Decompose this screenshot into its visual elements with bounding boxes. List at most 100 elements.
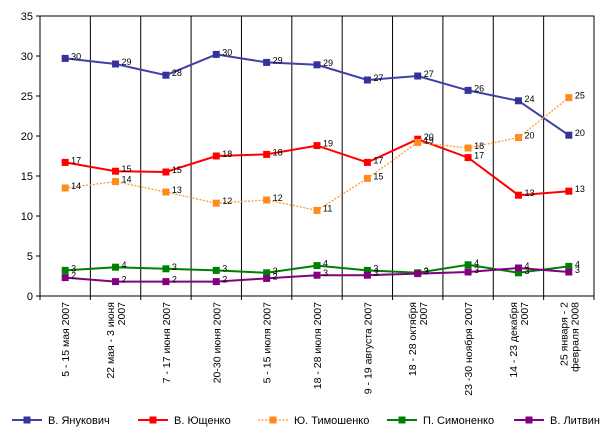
data-label: 30 — [222, 47, 232, 57]
data-label: 4 — [575, 259, 580, 269]
y-tick-label: 30 — [21, 51, 33, 63]
data-point — [212, 50, 220, 58]
data-label: 2 — [273, 271, 278, 281]
x-tick-label-line: 14 - 23 декабря — [508, 302, 520, 378]
x-tick-label: 9 - 19 августа 2007 — [362, 302, 374, 394]
data-point — [112, 278, 120, 286]
data-label: 3 — [424, 267, 429, 277]
data-label: 25 — [575, 91, 585, 101]
data-label: 4 — [474, 258, 479, 268]
data-label: 28 — [172, 68, 182, 78]
data-point — [263, 150, 271, 158]
data-label: 27 — [424, 69, 434, 79]
data-point — [61, 54, 69, 62]
data-label: 20 — [424, 132, 434, 142]
data-point — [112, 167, 120, 175]
data-point — [112, 263, 120, 271]
data-label: 13 — [524, 188, 534, 198]
data-point — [212, 278, 220, 286]
x-tick-label: 5 - 15 мая 2007 — [60, 302, 72, 377]
x-tick-label: 5 - 15 июля 2007 — [262, 302, 274, 384]
x-tick-label-line: 5 - 15 июля 2007 — [262, 302, 274, 384]
data-point — [414, 270, 422, 278]
data-point — [464, 144, 472, 152]
data-point — [514, 269, 522, 277]
series-0: 30 29 28 30 29 29 27 27 26 24 20 — [61, 47, 585, 139]
data-point — [313, 142, 321, 150]
data-point — [514, 264, 522, 272]
data-label: 30 — [71, 51, 81, 61]
data-label: 29 — [122, 57, 132, 67]
data-point — [263, 274, 271, 282]
data-point — [313, 271, 321, 279]
data-point — [464, 86, 472, 94]
data-point — [514, 97, 522, 105]
x-tick-label-line: 5 - 15 мая 2007 — [60, 302, 72, 377]
data-label: 3 — [474, 265, 479, 275]
data-label: 13 — [172, 185, 182, 195]
data-point — [565, 131, 573, 139]
x-tick-label-line: 2007 — [418, 302, 430, 326]
data-point — [263, 269, 271, 277]
data-point — [565, 187, 573, 195]
x-tick-label-line: 23 -30 ноября 2007 — [463, 302, 475, 396]
data-point — [414, 72, 422, 80]
data-point — [212, 152, 220, 160]
x-tick-label-line: 9 - 19 августа 2007 — [362, 302, 374, 394]
data-point — [565, 268, 573, 276]
legend: В. Янукович В. Ющенко Ю. Тимошенко П. Симон… — [12, 415, 600, 427]
data-label: 15 — [373, 171, 383, 181]
data-point — [363, 158, 371, 166]
x-tick-label-line: 25 января - 2 — [558, 302, 570, 366]
data-point — [514, 134, 522, 142]
data-label: 3 — [222, 263, 227, 273]
data-label: 15 — [122, 164, 132, 174]
data-point — [162, 265, 170, 273]
data-label: 3 — [71, 263, 76, 273]
y-tick-label: 25 — [21, 91, 33, 103]
data-label: 4 — [122, 260, 127, 270]
data-point — [464, 261, 472, 269]
x-tick-label: 23 -30 ноября 2007 — [463, 302, 475, 396]
data-label: 3 — [524, 266, 529, 276]
data-label: 14 — [122, 175, 132, 185]
data-point — [212, 199, 220, 207]
data-label: 3 — [373, 263, 378, 273]
y-tick-label: 10 — [21, 211, 33, 223]
axes: 0 5 10 15 20 25 30 35 — [21, 11, 595, 303]
legend-label: В. Литвин — [550, 415, 600, 427]
data-point — [61, 266, 69, 274]
data-label: 2 — [122, 275, 127, 285]
data-label: 12 — [273, 193, 283, 203]
legend-label: В. Ющенко — [174, 415, 231, 427]
y-tick-label: 0 — [27, 291, 33, 303]
data-label: 3 — [172, 262, 177, 272]
data-point — [112, 60, 120, 68]
x-axis-labels: 5 - 15 мая 2007 22 мая - 3 июня2007 7 - 17… — [60, 302, 581, 396]
data-label: 3 — [273, 266, 278, 276]
legend-marker — [149, 416, 157, 424]
data-label: 14 — [71, 181, 81, 191]
data-point — [313, 61, 321, 69]
data-label: 24 — [524, 94, 534, 104]
data-point — [363, 174, 371, 182]
data-label: 18 — [474, 141, 484, 151]
data-label: 27 — [373, 73, 383, 83]
data-label: 2 — [71, 271, 76, 281]
x-tick-label: 25 января - 2февраля 2008 — [558, 302, 581, 372]
data-label: 26 — [474, 83, 484, 93]
data-point — [414, 138, 422, 146]
data-label: 17 — [474, 151, 484, 161]
data-label: 3 — [575, 265, 580, 275]
data-label: 17 — [373, 155, 383, 165]
data-label: 19 — [323, 139, 333, 149]
data-point — [61, 274, 69, 282]
x-tick-label: 18 - 28 октября2007 — [407, 302, 430, 376]
grid — [89, 16, 545, 296]
x-tick-label-line: 20-30 июня 2007 — [211, 302, 223, 383]
data-point — [61, 184, 69, 192]
y-tick-label: 20 — [21, 131, 33, 143]
data-point — [363, 271, 371, 279]
data-point — [162, 168, 170, 176]
